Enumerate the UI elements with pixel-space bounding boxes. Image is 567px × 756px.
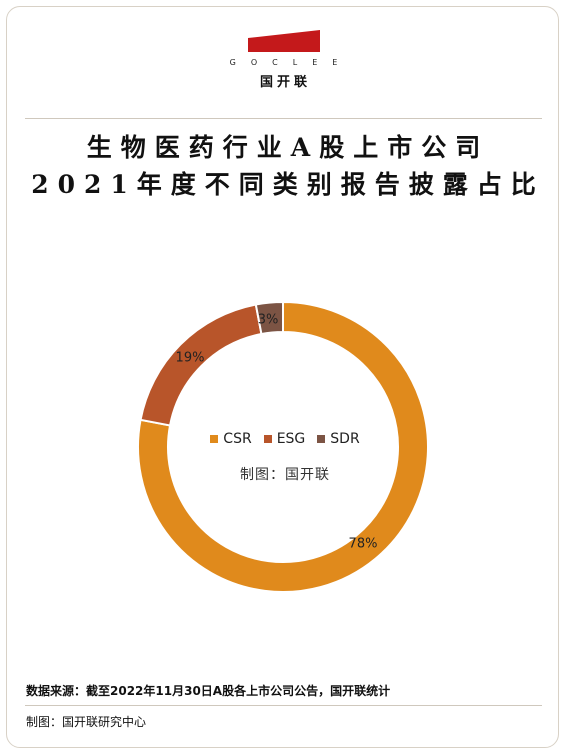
data-label-sdr: 3%: [258, 313, 279, 328]
data-source-note: 数据来源：截至2022年11月30日A股各上市公司公告，国开联统计: [26, 684, 391, 698]
legend-swatch-csr: [210, 435, 219, 443]
brand-logo-mark: [247, 30, 320, 52]
data-label-csr: 78%: [349, 537, 378, 552]
chart-maker-note: 制图：国开联研究中心: [26, 715, 147, 729]
chart-title-line1: 生物医药行业A股上市公司: [86, 133, 490, 162]
header-divider: [25, 118, 542, 119]
brand-name-cn: 国开联: [259, 75, 311, 90]
chart-title-line2: 2021年度不同类别报告披露占比: [31, 170, 545, 199]
legend-item-sdr: SDR: [317, 431, 360, 447]
chart-legend: CSR ESG SDR: [200, 431, 370, 447]
data-label-esg: 19%: [176, 351, 205, 366]
legend-label-esg: ESG: [276, 431, 306, 447]
brand-logo: GOCLEE 国开联: [0, 30, 567, 90]
donut-chart: 78% 19% 3%: [137, 300, 429, 593]
chart-center-text: 制图：国开联: [240, 467, 330, 483]
legend-item-esg: ESG: [263, 431, 306, 447]
legend-swatch-esg: [263, 435, 272, 443]
legend-swatch-sdr: [317, 435, 326, 443]
donut-slice-csr: [137, 300, 429, 593]
footer-divider: [25, 705, 542, 706]
card-frame: [6, 6, 559, 748]
brand-name-en: GOCLEE: [229, 58, 353, 67]
legend-label-csr: CSR: [223, 431, 252, 447]
donut-slice-sdr: [254, 300, 284, 336]
legend-label-sdr: SDR: [330, 431, 360, 447]
legend-item-csr: CSR: [210, 431, 252, 447]
